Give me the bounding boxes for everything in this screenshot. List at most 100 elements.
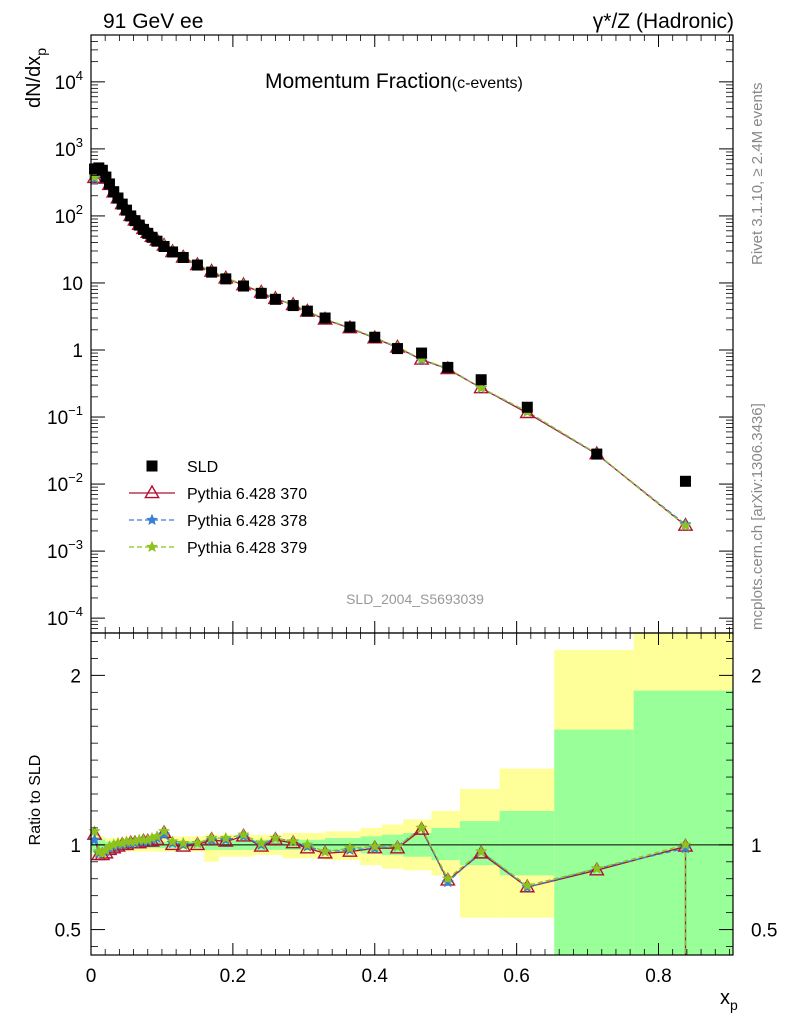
ratio-point-2-28 — [343, 841, 356, 854]
ratio-point-0-31 — [413, 821, 430, 835]
ratio-y-tick-label-right-1: 1 — [751, 836, 762, 857]
legend-marker-1 — [144, 484, 160, 499]
ratio-point-2-26 — [301, 838, 314, 850]
ratio-y-tick-label-right-2: 2 — [751, 666, 762, 687]
ratio-y-label: Ratio to SLD — [27, 755, 44, 846]
ratio-point-2-23 — [255, 836, 268, 849]
plot-title-sub: (c-events) — [452, 75, 523, 92]
main-y-label-sub: p — [33, 48, 49, 56]
x-axis-label-text: x — [720, 987, 730, 1009]
ratio-point-0-17 — [164, 836, 181, 851]
ratio-point-2-34 — [521, 879, 534, 891]
header-left: 91 GeV ee — [103, 10, 203, 33]
legend-label-3: Pythia 6.428 379 — [187, 540, 307, 557]
main-point-0-15 — [151, 235, 163, 247]
ratio-point-0-35 — [588, 861, 605, 876]
x-tick-label-0: 0 — [86, 966, 97, 987]
ratio-series-markers — [86, 821, 694, 893]
ratio-point-2-17 — [166, 835, 179, 847]
ratio-point-2-29 — [368, 840, 381, 852]
legend-marker-2 — [146, 513, 158, 526]
legend-label-0: SLD — [187, 459, 218, 476]
ratio-point-2-18 — [177, 836, 190, 849]
ratio-point-0-32 — [439, 872, 456, 886]
main-point-0-34 — [521, 401, 533, 413]
legend-label-1: Pythia 6.428 370 — [187, 486, 307, 503]
main-y-tick-label-7: 103 — [55, 135, 83, 161]
main-y-tick-label-3: 10−1 — [47, 403, 83, 429]
band-inner-15 — [554, 729, 634, 955]
main-point-0-6 — [112, 192, 124, 204]
main-point-0-36 — [679, 475, 691, 487]
ratio-point-0-26 — [299, 839, 316, 854]
ratio-point-2-20 — [205, 831, 218, 844]
main-point-3-33 — [475, 381, 488, 393]
main-point-0-27 — [319, 312, 331, 324]
ratio-y-tick-label-right-0: 0.5 — [751, 921, 777, 942]
side-text-top: Rivet 3.1.10, ≥ 2.4M events — [749, 83, 766, 266]
main-point-0-35 — [591, 448, 603, 460]
main-y-label-text: dN/dx — [23, 56, 45, 108]
band-inner-16 — [633, 690, 733, 955]
ratio-point-1-36 — [679, 841, 692, 854]
ratio-point-2-25 — [287, 835, 300, 847]
main-point-3-36 — [679, 519, 692, 531]
band-inner-13 — [459, 821, 500, 866]
ratio-point-2-32 — [441, 872, 454, 884]
main-point-0-21 — [220, 273, 232, 285]
ratio-point-0-27 — [317, 844, 333, 859]
x-tick-label-2: 0.4 — [362, 966, 389, 987]
ratio-point-0-30 — [389, 839, 406, 854]
header-right: γ*/Z (Hadronic) — [593, 10, 734, 33]
ratio-point-2-36 — [679, 838, 692, 850]
ratio-point-0-33 — [473, 844, 490, 859]
main-point-0-33 — [475, 374, 487, 386]
ratio-point-0-25 — [285, 834, 302, 849]
ratio-point-2-16 — [158, 825, 171, 837]
main-y-label: dN/dxp — [23, 48, 49, 108]
main-point-0-26 — [301, 305, 313, 317]
ratio-point-2-19 — [191, 836, 204, 849]
ratio-point-0-28 — [342, 843, 358, 857]
ratio-point-0-18 — [175, 838, 192, 852]
main-point-0-7 — [116, 198, 128, 210]
x-tick-label-3: 0.6 — [503, 966, 529, 987]
main-y-tick-label-0: 10−4 — [47, 604, 83, 630]
ratio-point-0-24 — [267, 831, 284, 846]
main-y-tick-label-8: 104 — [55, 68, 83, 94]
ratio-y-tick-label-1: 1 — [70, 836, 81, 857]
ratio-point-2-33 — [475, 845, 488, 857]
main-point-0-2 — [96, 164, 108, 176]
side-text-bottom: mcplots.cern.ch [arXiv:1306.3436] — [749, 403, 766, 630]
legend-marker-3 — [146, 540, 158, 553]
main-point-0-28 — [344, 321, 356, 333]
main-point-0-25 — [287, 300, 299, 312]
x-axis-label-sub: p — [730, 997, 738, 1013]
ratio-point-2-21 — [219, 831, 232, 844]
ratio-point-0-36 — [677, 838, 694, 852]
ratio-point-0-19 — [189, 836, 206, 851]
main-point-0-19 — [191, 259, 203, 271]
main-y-tick-label-4: 1 — [72, 341, 83, 362]
ratio-point-1-32 — [441, 875, 454, 888]
ratio-point-2-35 — [590, 862, 603, 874]
x-axis-label: xp — [720, 987, 738, 1013]
x-tick-label-1: 0.2 — [220, 966, 246, 987]
main-point-0-3 — [100, 171, 112, 183]
plot-title: Momentum Fraction(c-events) — [265, 70, 523, 93]
main-point-0-30 — [391, 343, 403, 355]
band-inner-12 — [431, 827, 460, 861]
main-point-0-31 — [416, 347, 428, 359]
legend: SLD Pythia 6.428 370 Pythia 6.428 378 Pythi… — [129, 459, 307, 557]
band-inner-14 — [499, 810, 555, 876]
main-point-0-5 — [108, 186, 120, 198]
main-point-0-20 — [206, 266, 218, 278]
ratio-point-2-31 — [415, 821, 428, 833]
ratio-point-2-22 — [237, 828, 250, 840]
main-y-tick-label-6: 102 — [55, 202, 83, 228]
main-y-tick-label-5: 10 — [62, 274, 83, 295]
ratio-point-0-16 — [156, 824, 172, 839]
ratio-point-2-30 — [391, 840, 404, 852]
